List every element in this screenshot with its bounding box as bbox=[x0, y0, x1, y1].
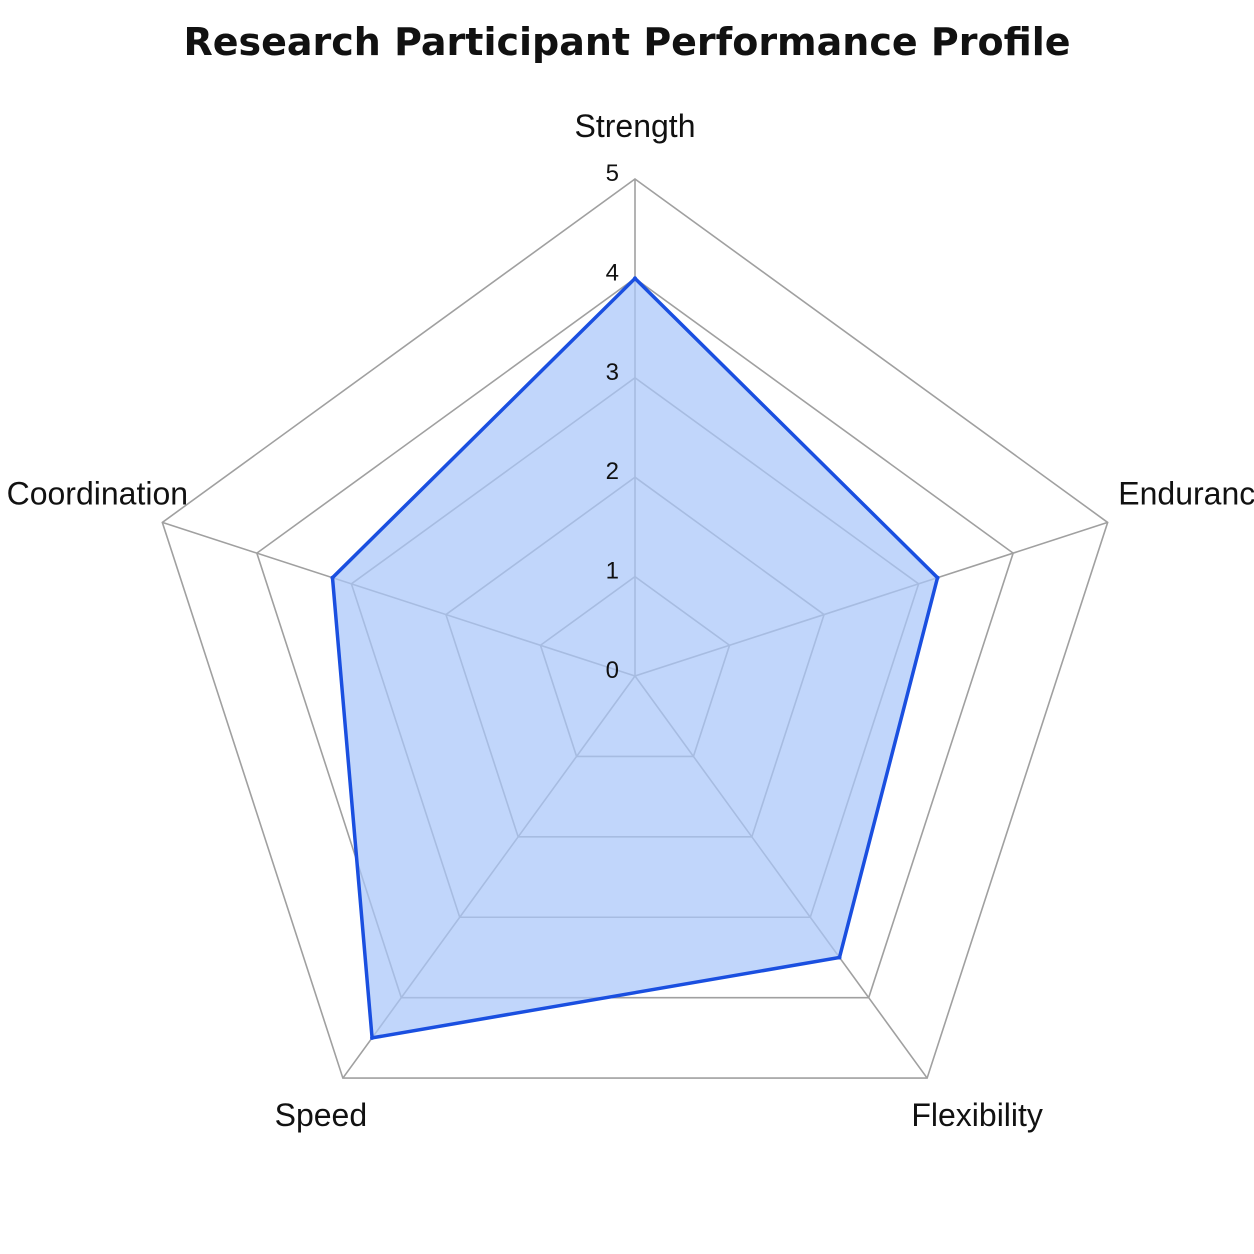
grid-ring-5 bbox=[161, 178, 1109, 1079]
axis-label-endurance: Endurance bbox=[1118, 475, 1254, 511]
tick-label-0: 0 bbox=[606, 657, 619, 684]
data-point-strength bbox=[633, 276, 637, 281]
tick-label-2: 2 bbox=[606, 458, 619, 485]
axis-label-coordination: Coordination bbox=[7, 475, 188, 511]
tick-label-5: 5 bbox=[606, 160, 619, 187]
data-point-flexibility bbox=[837, 955, 842, 960]
data-point-coordination bbox=[330, 575, 335, 580]
chart-title: Research Participant Performance Profile bbox=[183, 20, 1071, 64]
data-point-speed bbox=[370, 1035, 375, 1040]
radial-tick-labels: 0 1 2 3 4 5 bbox=[606, 160, 619, 684]
tick-label-3: 3 bbox=[606, 359, 619, 386]
grid-ring-4 bbox=[255, 277, 1015, 999]
axis-label-speed: Speed bbox=[275, 1097, 368, 1133]
tick-label-1: 1 bbox=[606, 558, 619, 585]
tick-label-4: 4 bbox=[606, 259, 619, 286]
data-series-area bbox=[330, 275, 940, 1040]
data-point-endurance bbox=[935, 575, 940, 580]
axis-labels: Strength Endurance Flexibility Speed Coordin… bbox=[7, 108, 1254, 1133]
radar-data-layer bbox=[330, 275, 940, 1040]
axis-label-flexibility: Flexibility bbox=[911, 1097, 1043, 1133]
axis-label-strength: Strength bbox=[575, 108, 696, 144]
